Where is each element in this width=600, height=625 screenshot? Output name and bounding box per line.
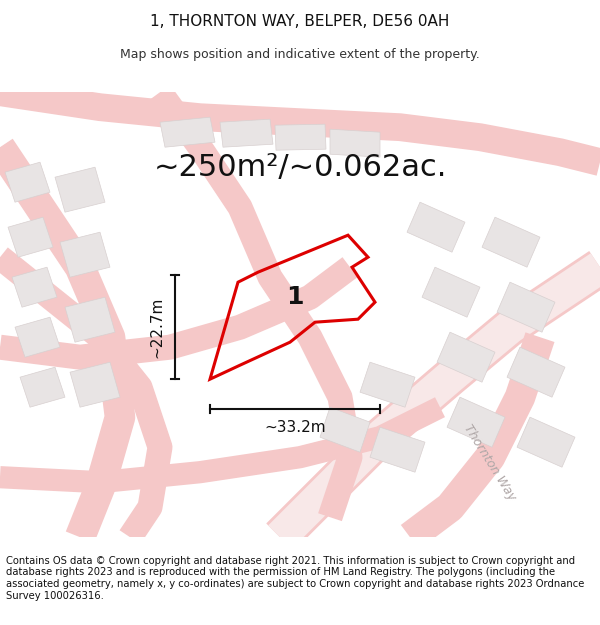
Polygon shape bbox=[507, 348, 565, 398]
Polygon shape bbox=[65, 297, 115, 343]
Polygon shape bbox=[55, 167, 105, 212]
Polygon shape bbox=[422, 268, 480, 317]
Text: ~22.7m: ~22.7m bbox=[149, 296, 164, 358]
Polygon shape bbox=[320, 408, 370, 452]
Polygon shape bbox=[497, 282, 555, 332]
Polygon shape bbox=[330, 129, 380, 157]
Polygon shape bbox=[482, 217, 540, 268]
Polygon shape bbox=[275, 124, 326, 150]
Polygon shape bbox=[8, 217, 53, 258]
Polygon shape bbox=[370, 428, 425, 472]
Text: 1: 1 bbox=[286, 285, 304, 309]
Polygon shape bbox=[517, 418, 575, 468]
Text: Map shows position and indicative extent of the property.: Map shows position and indicative extent… bbox=[120, 48, 480, 61]
Text: 1, THORNTON WAY, BELPER, DE56 0AH: 1, THORNTON WAY, BELPER, DE56 0AH bbox=[151, 14, 449, 29]
Text: ~250m²/~0.062ac.: ~250m²/~0.062ac. bbox=[154, 152, 446, 182]
Polygon shape bbox=[407, 202, 465, 252]
Polygon shape bbox=[70, 362, 120, 408]
Polygon shape bbox=[12, 268, 57, 307]
Polygon shape bbox=[447, 398, 505, 448]
Text: ~33.2m: ~33.2m bbox=[264, 420, 326, 435]
Text: Contains OS data © Crown copyright and database right 2021. This information is : Contains OS data © Crown copyright and d… bbox=[6, 556, 584, 601]
Polygon shape bbox=[15, 317, 60, 357]
Text: Thornton Way: Thornton Way bbox=[461, 422, 518, 502]
Polygon shape bbox=[437, 332, 495, 382]
Polygon shape bbox=[60, 232, 110, 278]
Polygon shape bbox=[220, 119, 273, 147]
Polygon shape bbox=[20, 367, 65, 408]
Polygon shape bbox=[5, 162, 50, 202]
Polygon shape bbox=[160, 118, 215, 147]
Polygon shape bbox=[360, 362, 415, 408]
